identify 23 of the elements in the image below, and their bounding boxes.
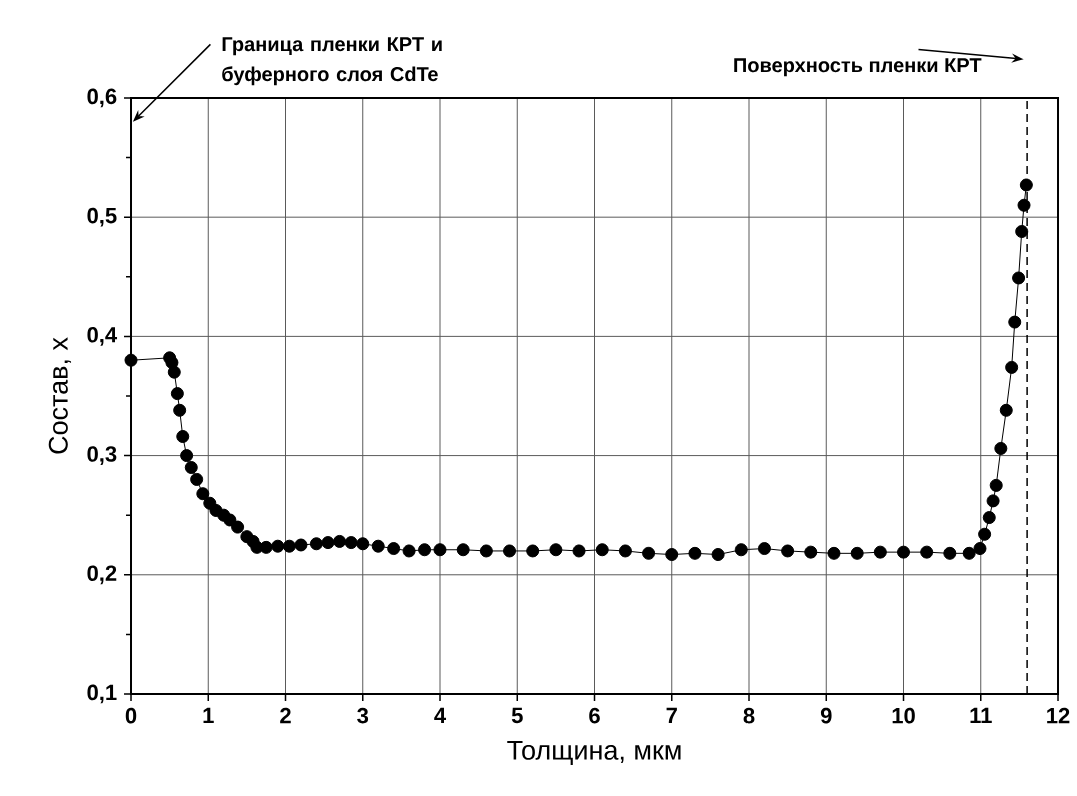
x-tick-label: 5 xyxy=(511,707,523,724)
x-tick-label: 0 xyxy=(125,707,137,724)
x-tick-label: 12 xyxy=(1047,707,1070,724)
y-tick-label: 0,1 xyxy=(87,684,117,704)
x-tick-label: 9 xyxy=(820,707,832,724)
x-tick-label: 11 xyxy=(970,707,992,723)
x-tick-label: 3 xyxy=(357,707,369,724)
y-axis-title: Состав, x xyxy=(48,337,72,454)
x-tick-label: 2 xyxy=(280,707,291,724)
x-tick-label: 1 xyxy=(203,707,214,723)
y-tick-label: 0,4 xyxy=(87,327,118,346)
text: Поверхность пленки КРТ xyxy=(734,58,982,77)
y-tick-label: 0,2 xyxy=(87,565,117,585)
x-axis-title: Толщина, мкм xyxy=(507,740,681,765)
x-tick-label: 4 xyxy=(434,707,447,723)
y-tick-label: 0,3 xyxy=(87,446,117,465)
x-tick-label: 7 xyxy=(666,707,677,723)
y-tick-label: 0,5 xyxy=(87,207,117,227)
y-tick-label: 0,6 xyxy=(87,88,117,108)
text: Граница пленки КРТ и буферного слоя CdTe xyxy=(222,37,442,86)
x-tick-label: 6 xyxy=(589,707,600,724)
x-tick-label: 10 xyxy=(892,707,915,724)
x-tick-label: 8 xyxy=(743,707,755,724)
